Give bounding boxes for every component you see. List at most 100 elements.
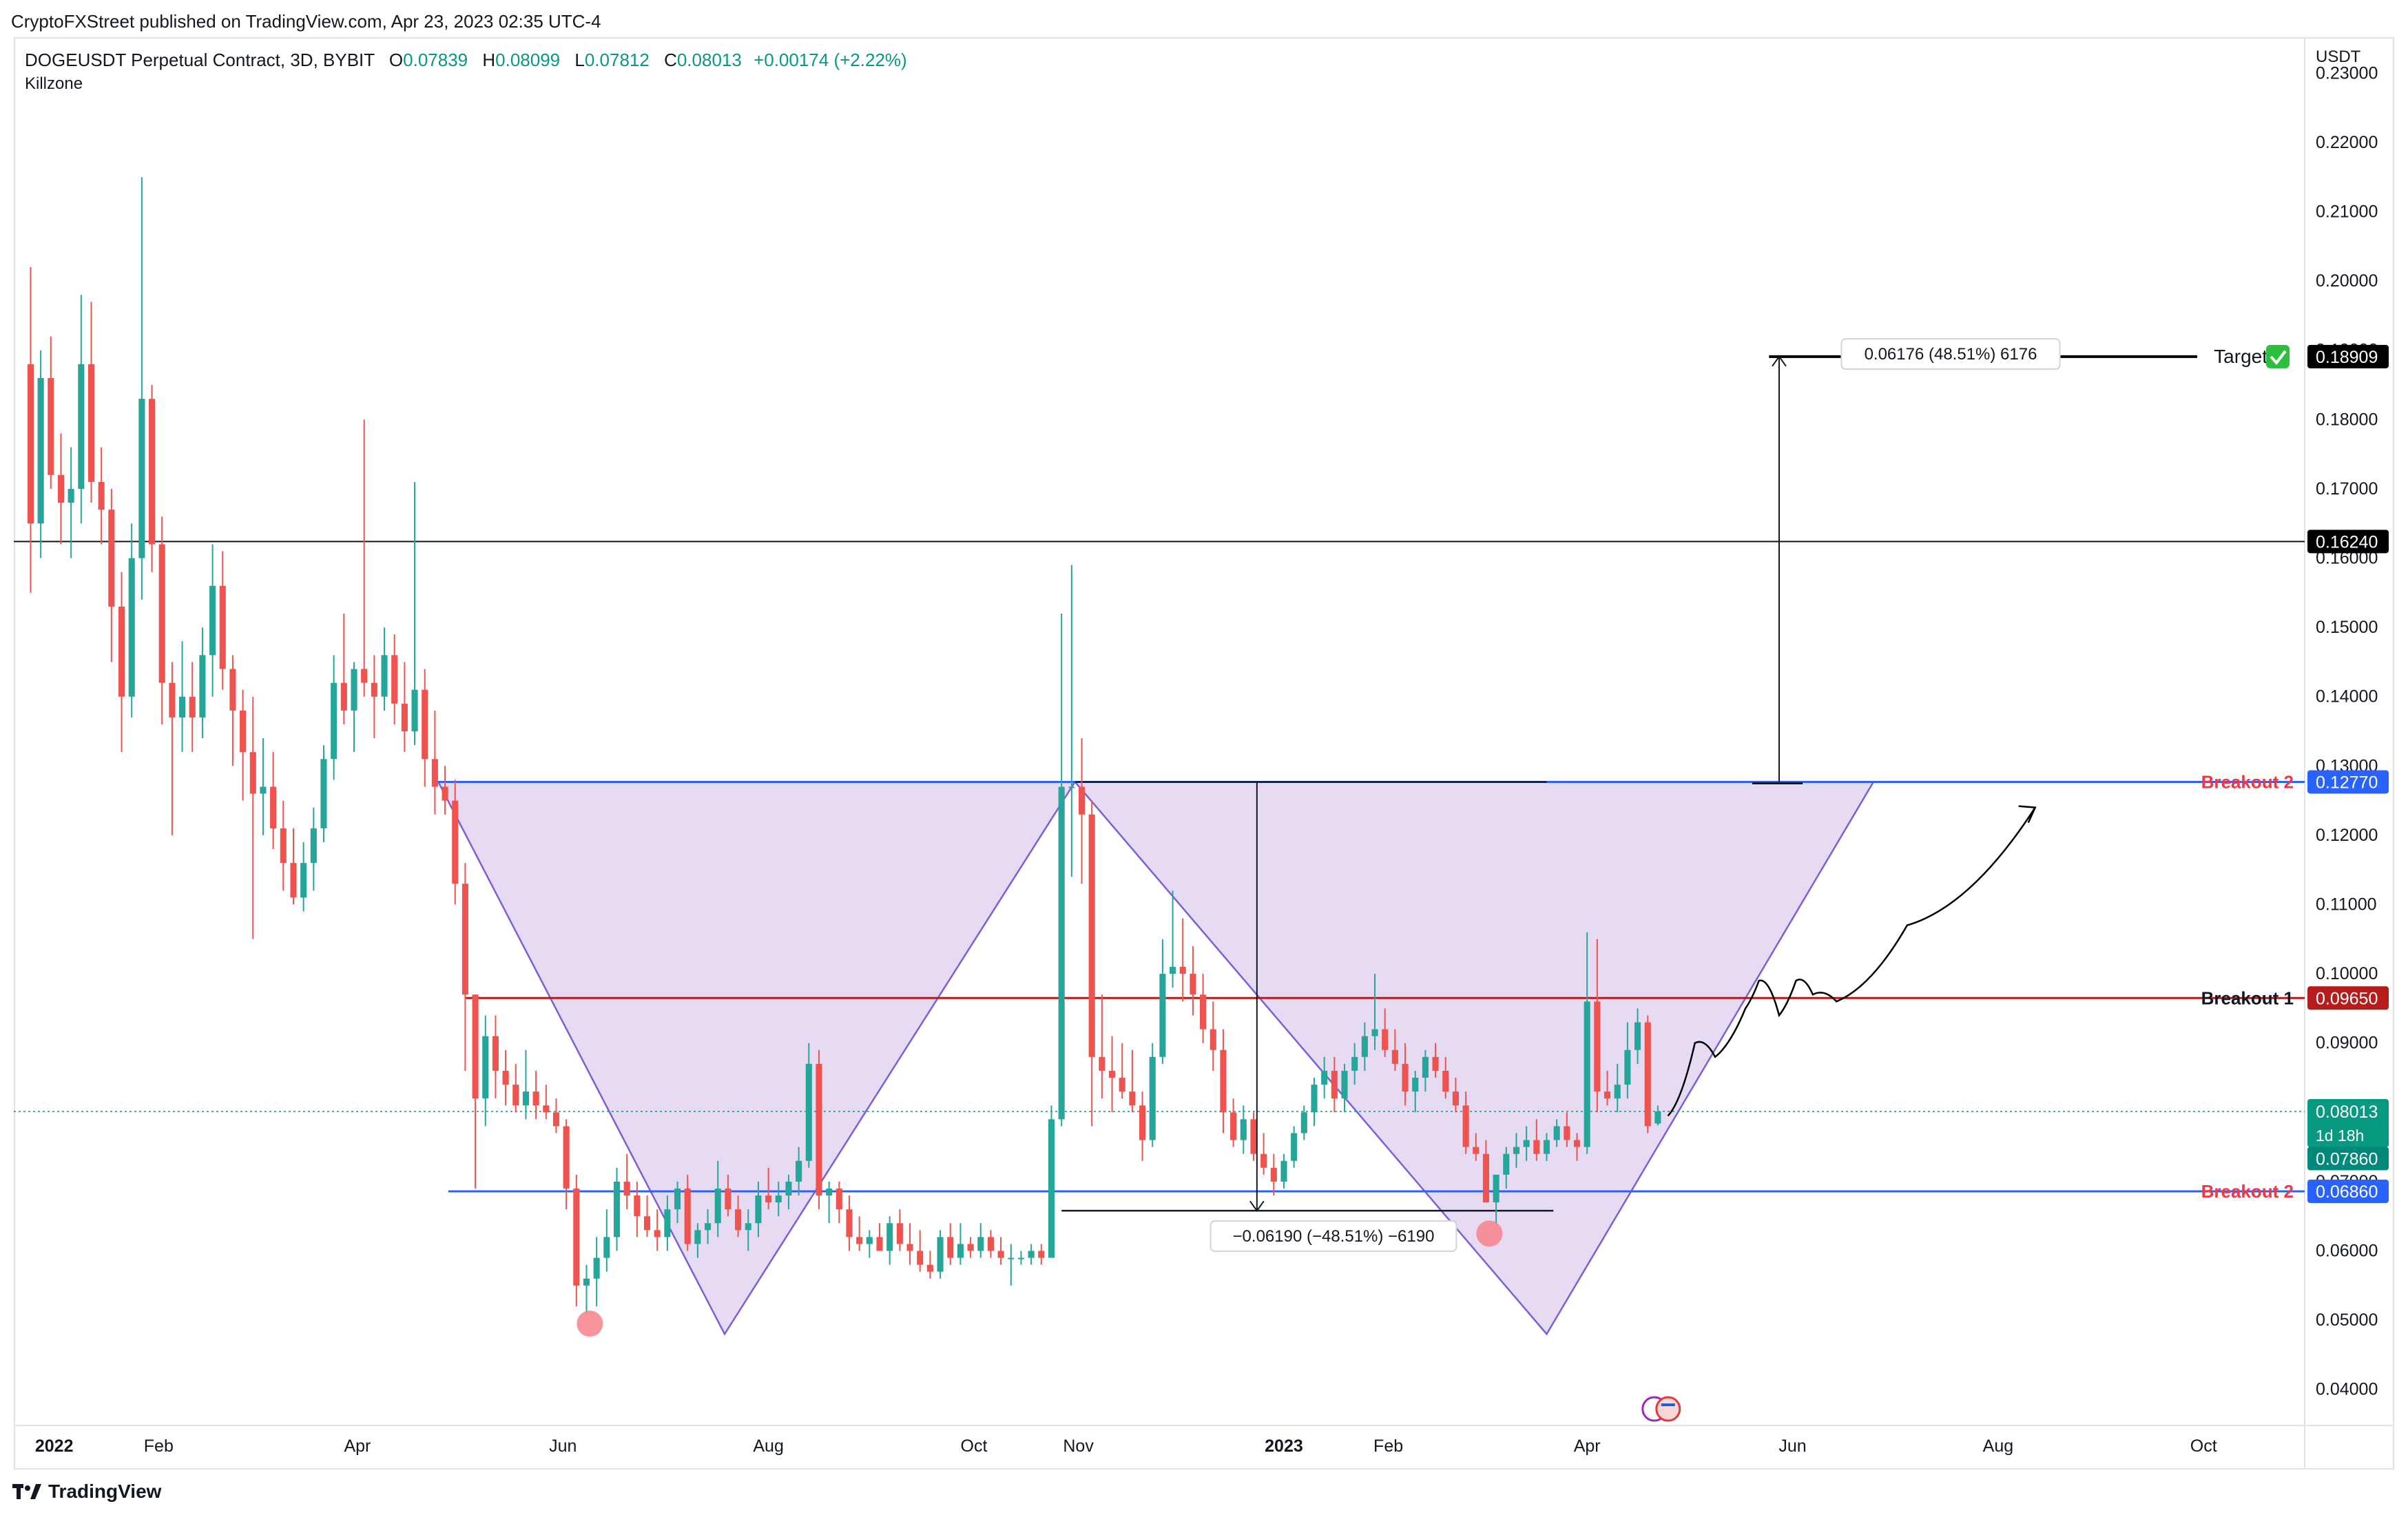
candle[interactable] [1058, 613, 1065, 1127]
candle[interactable] [290, 828, 297, 905]
candle[interactable] [270, 752, 277, 850]
candle[interactable] [502, 1049, 509, 1106]
candle[interactable] [1523, 1126, 1530, 1161]
candle[interactable] [189, 662, 196, 753]
candle[interactable] [280, 800, 287, 891]
candle[interactable] [209, 544, 216, 697]
symbol-legend[interactable]: DOGEUSDT Perpetual Contract, 3D, BYBIT O… [25, 50, 907, 71]
candle[interactable] [1452, 1078, 1459, 1113]
candle[interactable] [138, 177, 145, 600]
candle[interactable] [351, 662, 357, 753]
candle[interactable] [654, 1209, 661, 1251]
candle[interactable] [593, 1237, 600, 1306]
candle[interactable] [482, 1015, 489, 1127]
candle[interactable] [1250, 1112, 1257, 1161]
candle[interactable] [1473, 1133, 1480, 1161]
candle[interactable] [1341, 1063, 1348, 1113]
candle[interactable] [1634, 1008, 1641, 1064]
candle[interactable] [1361, 1022, 1368, 1071]
candle[interactable] [1503, 1147, 1510, 1189]
candle[interactable] [1391, 1029, 1398, 1071]
candle[interactable] [735, 1195, 742, 1237]
candle[interactable] [199, 627, 206, 739]
candle[interactable] [300, 842, 307, 912]
candle[interactable] [1139, 1091, 1146, 1161]
candle[interactable] [240, 689, 247, 801]
candle[interactable] [623, 1153, 630, 1210]
candle[interactable] [229, 655, 236, 766]
candle[interactable] [1088, 800, 1095, 1127]
candle[interactable] [805, 1043, 812, 1168]
candle[interactable] [1028, 1244, 1035, 1265]
candle[interactable] [1624, 1022, 1631, 1099]
candle[interactable] [987, 1230, 994, 1258]
candle[interactable] [725, 1174, 731, 1217]
candle[interactable] [1038, 1244, 1045, 1265]
candle[interactable] [634, 1181, 641, 1237]
candle[interactable] [1159, 939, 1166, 1064]
candle[interactable] [796, 1147, 802, 1196]
candle[interactable] [1108, 1036, 1116, 1113]
candle[interactable] [684, 1174, 691, 1251]
candle[interactable] [320, 745, 327, 842]
candle[interactable] [260, 738, 267, 835]
tradingview-logo[interactable]: TradingView [12, 1481, 161, 1503]
candle[interactable] [411, 481, 418, 746]
candle[interactable] [714, 1160, 721, 1237]
candle[interactable] [179, 641, 186, 753]
candle[interactable] [108, 488, 115, 662]
candle[interactable] [522, 1049, 530, 1120]
candle[interactable] [1099, 994, 1106, 1099]
candle[interactable] [98, 447, 105, 545]
candle[interactable] [1240, 1105, 1247, 1154]
candle[interactable] [1260, 1133, 1267, 1175]
candle[interactable] [340, 613, 347, 724]
candle[interactable] [1291, 1126, 1298, 1168]
candle[interactable] [1533, 1119, 1540, 1161]
candle[interactable] [57, 433, 65, 545]
candle[interactable] [846, 1195, 853, 1251]
candle[interactable] [128, 523, 135, 718]
candle[interactable] [1603, 1070, 1611, 1106]
candle[interactable] [1300, 1105, 1307, 1140]
candle[interactable] [1220, 1029, 1227, 1133]
candle[interactable] [452, 780, 459, 905]
candle[interactable] [1119, 1043, 1125, 1099]
candle[interactable] [896, 1209, 903, 1251]
candle[interactable] [169, 662, 176, 835]
candle[interactable] [1432, 1043, 1439, 1078]
candle[interactable] [826, 1181, 833, 1224]
candle[interactable] [745, 1209, 751, 1251]
candle[interactable] [401, 662, 408, 753]
candle[interactable] [1584, 932, 1590, 1154]
candle[interactable] [148, 385, 156, 572]
candle[interactable] [573, 1174, 580, 1306]
candle[interactable] [1442, 1056, 1449, 1099]
candle[interactable] [422, 669, 428, 787]
candle[interactable] [1422, 1049, 1429, 1092]
candle[interactable] [1200, 974, 1207, 1043]
candle[interactable] [310, 807, 317, 891]
candle[interactable] [866, 1230, 873, 1258]
candle[interactable] [947, 1223, 954, 1265]
candle[interactable] [957, 1223, 964, 1265]
candle[interactable] [1654, 1105, 1661, 1126]
candle[interactable] [906, 1223, 913, 1265]
candle[interactable] [1553, 1119, 1560, 1147]
candle[interactable] [1402, 1043, 1409, 1106]
candle[interactable] [1564, 1112, 1570, 1147]
candle[interactable] [1331, 1056, 1338, 1113]
candle[interactable] [472, 994, 479, 1189]
candle[interactable] [1412, 1070, 1419, 1113]
candle[interactable] [249, 696, 256, 939]
candle[interactable] [552, 1098, 560, 1133]
candle[interactable] [1170, 890, 1176, 988]
flag-icon[interactable] [1655, 1396, 1681, 1422]
candle[interactable] [512, 1063, 519, 1113]
candle[interactable] [926, 1251, 933, 1279]
indicator-label[interactable]: Killzone [25, 74, 83, 93]
candle[interactable] [1462, 1091, 1469, 1154]
candle[interactable] [1482, 1140, 1489, 1203]
candle[interactable] [118, 572, 125, 753]
